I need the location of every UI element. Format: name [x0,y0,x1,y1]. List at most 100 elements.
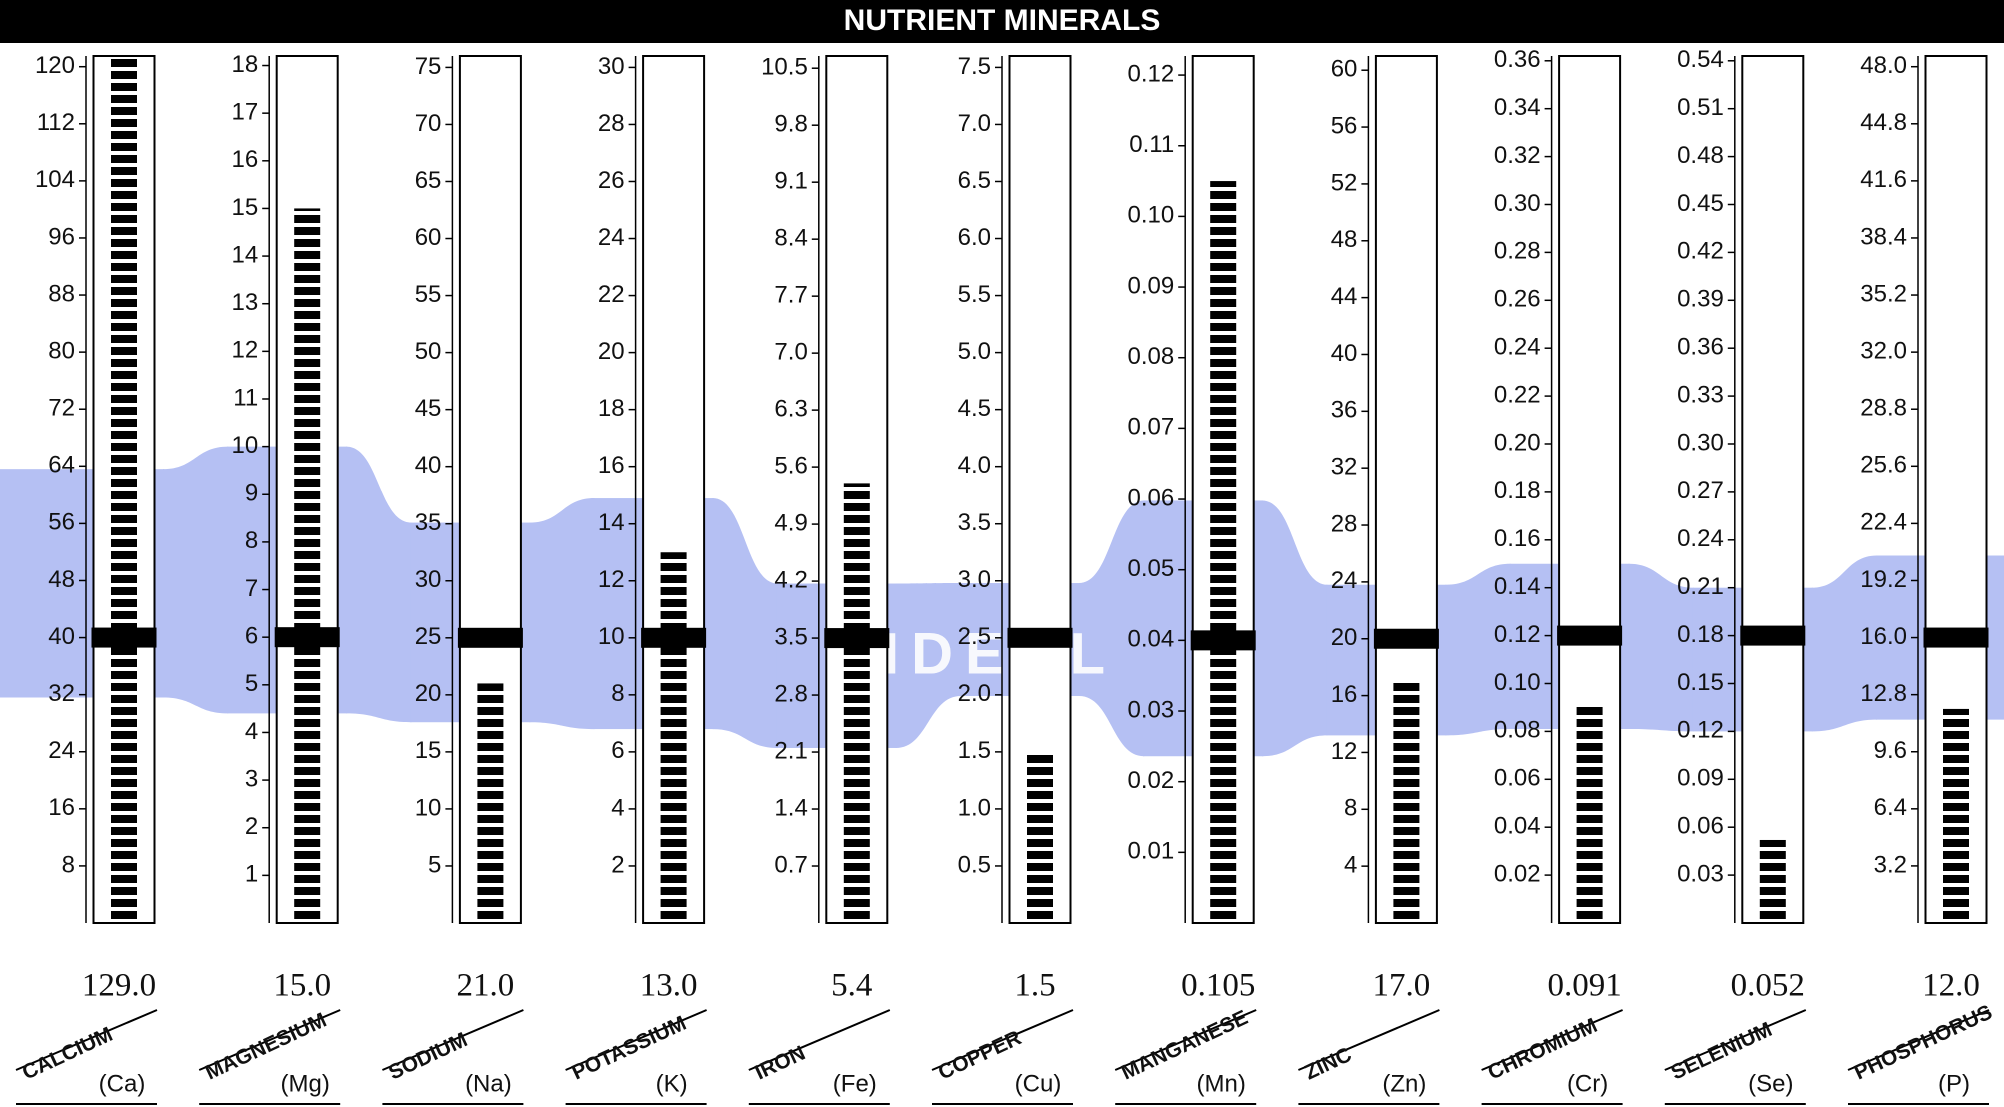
label-slant [1847,1009,1990,1071]
y-tick-label: 3 [245,765,258,792]
band-transition [1811,555,1877,732]
y-tick-label: 0.04 [1127,626,1174,653]
y-tick-label: 32 [1331,454,1358,481]
label-slant [748,1009,891,1071]
y-tick-label: 26 [598,167,625,194]
gauges: 81624324048566472808896104112120129.0CAL… [15,46,1996,1105]
y-tick-label: 0.18 [1677,621,1724,648]
y-tick-label: 2.8 [774,680,807,707]
y-tick-label: 28 [598,110,625,137]
y-tick-label: 72 [48,395,75,422]
y-tick-label: 44 [1331,283,1358,310]
y-tick-label: 0.33 [1677,381,1724,408]
y-tick-label: 3.5 [958,509,991,536]
ideal-marker [641,627,707,648]
y-tick-label: 30 [598,53,625,80]
band-label: IDEAL [883,621,1117,686]
y-tick-label: 120 [35,52,75,79]
y-tick-label: 4.0 [958,452,991,479]
y-tick-label: 28 [1331,510,1358,537]
y-tick-label: 25 [415,623,442,650]
gauge: 0.7 1.4 2.1 2.8 3.5 4.2 4.9 5.6 6.3 7.0 7.7 8.4 9.1 9… [748,54,891,1105]
label-slant [15,1009,158,1071]
y-tick-label: 0.21 [1677,573,1724,600]
y-tick-label: 7.0 [958,110,991,137]
y-tick-label: 0.06 [1127,484,1174,511]
ideal-marker [1373,628,1439,649]
y-tick-label: 13 [231,289,258,316]
y-tick-label: 22.4 [1860,509,1907,536]
y-tick-label: 50 [415,338,442,365]
y-tick-label: 104 [35,166,75,193]
y-tick-label: 0.10 [1127,202,1174,229]
mineral-symbol: (Mg) [281,1070,330,1097]
y-tick-label: 24 [1331,567,1358,594]
y-tick-label: 0.15 [1677,669,1724,696]
bar [1393,681,1420,923]
y-tick-label: 0.14 [1494,573,1541,600]
value-label: 5.4 [831,968,872,1004]
y-tick-label: 9 [245,480,258,507]
bar [1027,751,1053,923]
y-tick-label: 48.0 [1860,52,1907,79]
gauge: 81624324048566472808896104112120129.0CAL… [15,52,158,1105]
y-tick-label: 8 [245,527,258,554]
bar [1759,839,1786,923]
y-tick-label: 0.51 [1677,94,1724,121]
y-tick-label: 0.20 [1494,429,1541,456]
y-tick-label: 0.03 [1677,860,1724,887]
mineral-symbol: (Fe) [833,1070,877,1097]
mineral-name: SODIUM [385,1028,471,1084]
y-tick-label: 0.02 [1494,860,1541,887]
y-tick-label: 12 [598,566,625,593]
y-tick-label: 14 [598,509,625,536]
band-transition [895,583,961,748]
y-tick-label: 25.6 [1860,452,1907,479]
band-transition [1262,500,1328,757]
chart-title: NUTRIENT MINERALS [844,4,1161,37]
y-tick-label: 6.3 [774,395,807,422]
mineral-symbol: (Zn) [1382,1070,1426,1097]
y-tick-label: 48 [1331,226,1358,253]
mineral-name: PHOSPHORUS [1851,1001,1996,1085]
y-tick-label: 1.0 [958,794,991,821]
ideal-marker [457,627,523,648]
ideal-marker [1007,627,1073,648]
value-label: 17.0 [1373,968,1431,1004]
mineral-symbol: (Se) [1748,1070,1793,1097]
label-slant [382,1009,524,1071]
y-tick-label: 0.03 [1127,696,1174,723]
y-tick-label: 45 [415,395,442,422]
label-slant [1114,1009,1257,1071]
band-transition [712,498,778,748]
y-tick-label: 16 [598,452,625,479]
ideal-marker [91,627,157,648]
y-tick-label: 3.2 [1874,851,1907,878]
y-tick-label: 80 [48,337,75,364]
label-slant [931,1009,1074,1071]
value-label: 129.0 [82,968,156,1004]
bar [111,58,137,923]
y-tick-label: 96 [48,223,75,250]
y-tick-label: 5.6 [774,452,807,479]
gauge: 0.03 0.06 0.09 0.12 0.15 0.18 0.21 0.24 0.27 0.30… [1664,46,1807,1105]
y-tick-label: 0.18 [1494,477,1541,504]
y-tick-label: 15 [231,194,258,221]
y-tick-label: 0.30 [1677,429,1724,456]
y-tick-label: 40 [48,623,75,650]
y-tick-label: 64 [48,452,75,479]
y-tick-label: 112 [37,109,75,136]
bar [1210,181,1237,923]
y-tick-label: 70 [415,110,442,137]
y-tick-label: 5.0 [958,338,991,365]
y-tick-label: 0.39 [1677,286,1724,313]
y-tick-label: 16 [48,794,75,821]
y-tick-label: 8 [611,680,624,707]
y-tick-label: 0.12 [1127,60,1174,87]
label-slant [1664,1009,1807,1071]
y-tick-label: 0.12 [1677,717,1724,744]
y-tick-label: 32 [48,680,75,707]
y-tick-label: 16 [231,146,258,173]
y-tick-label: 35 [415,509,442,536]
